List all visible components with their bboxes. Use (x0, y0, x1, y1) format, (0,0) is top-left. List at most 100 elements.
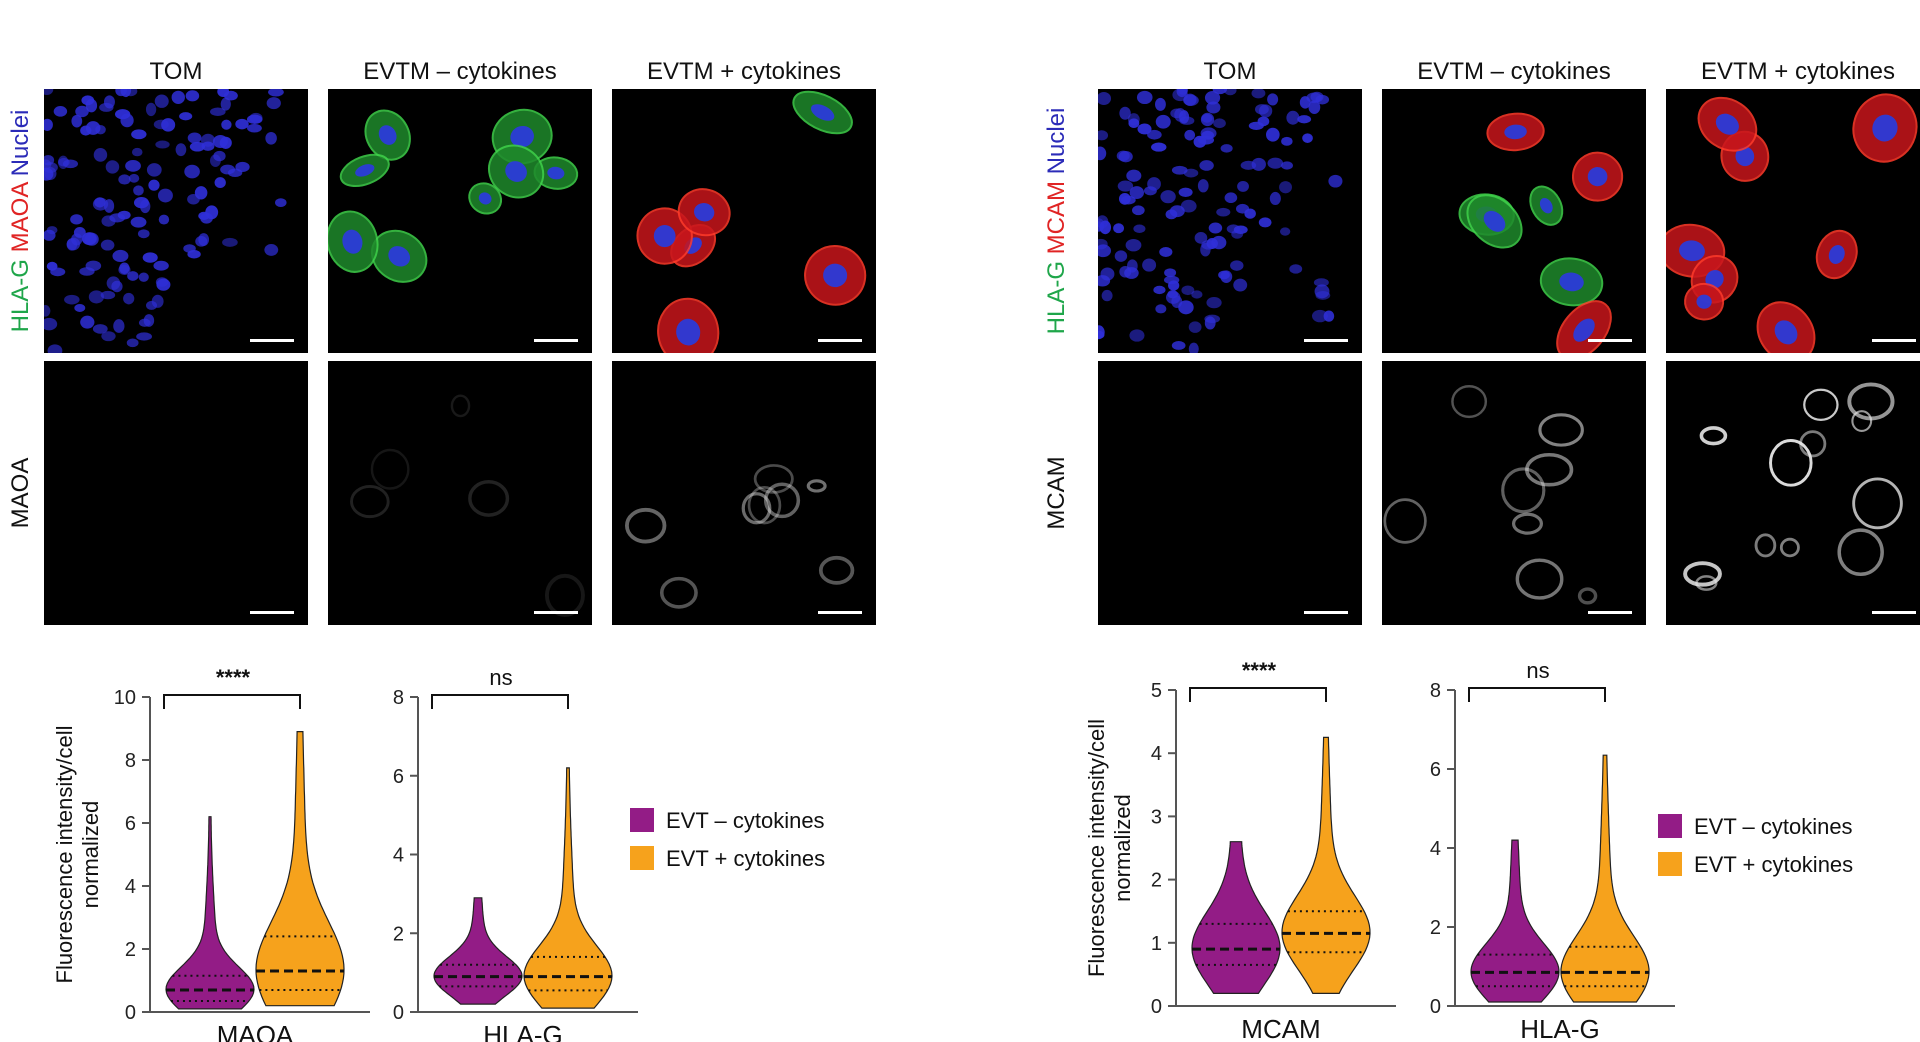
scale-bar (1872, 339, 1916, 342)
merge-row-label-part: MAOA (7, 182, 34, 259)
stained-cell (1577, 587, 1598, 605)
column-label: EVTM + cytokines (1701, 58, 1895, 85)
merge-row-label: HLA-G MAOA Nuclei (7, 110, 34, 333)
stained-cell (806, 479, 827, 493)
x-axis-label: MCAM (1241, 1014, 1320, 1042)
stained-cell (1538, 413, 1584, 447)
y-tick-label: 5 (1151, 680, 1162, 702)
cell (328, 210, 379, 273)
violin-shape (1281, 736, 1371, 994)
y-tick-label: 10 (114, 687, 136, 709)
y-tick-label: 6 (1430, 759, 1441, 781)
significance-label: **** (216, 665, 251, 690)
column-label: EVTM + cytokines (647, 58, 841, 85)
micrograph-background (328, 361, 592, 625)
scale-bar (250, 339, 294, 342)
cell (1556, 300, 1612, 353)
micrograph-background (612, 361, 876, 625)
cell (1852, 93, 1918, 163)
violin-shape (255, 731, 345, 1007)
y-tick-label: 2 (1151, 870, 1162, 892)
column-label: EVTM – cytokines (363, 58, 556, 85)
cell (1697, 96, 1758, 152)
x-axis-label: HLA-G (483, 1020, 562, 1042)
significance-bracket (1189, 687, 1327, 702)
legend-swatch (630, 808, 654, 832)
micrograph-panel: TOM EVTM – cytokines EVTM + cytokines HLA-G… (1043, 58, 1920, 625)
violin-shape (1470, 839, 1560, 1003)
scale-bar (1304, 339, 1348, 342)
legend-swatch (1658, 814, 1682, 838)
cell (1756, 301, 1816, 353)
merge-row-label-part: HLA-G (7, 259, 34, 332)
stained-cell (1501, 467, 1546, 514)
legend-label: EVT + cytokines (1694, 852, 1853, 877)
violin-shape (1191, 841, 1281, 994)
stained-cell (1451, 385, 1488, 419)
y-tick-label: 4 (125, 876, 136, 898)
stained-cell (1799, 430, 1827, 458)
merge-row-label-part: HLA-G (1043, 261, 1070, 334)
y-tick-label: 3 (1151, 806, 1162, 828)
cell (1486, 112, 1545, 152)
y-tick-label: 8 (1430, 680, 1441, 702)
stained-cell (1851, 410, 1873, 432)
merge-row-label: HLA-G MCAM Nuclei (1043, 108, 1070, 335)
legend-label: EVT – cytokines (1694, 814, 1853, 839)
violin-shape (165, 816, 255, 1010)
violin-chart: 0 2 4 6 8 HLA-G ns (1430, 658, 1675, 1042)
significance-bracket (431, 694, 569, 709)
y-axis-title: Fluorescence intensity/cell (1084, 719, 1109, 977)
significance-label: **** (1242, 658, 1277, 683)
stained-cell (1515, 558, 1564, 600)
cell (1539, 257, 1604, 307)
stained-cell (544, 573, 585, 617)
stained-cell (1754, 533, 1777, 558)
stained-cell (818, 555, 855, 585)
legend: EVT – cytokines EVT + cytokines (630, 808, 825, 871)
stained-cell (370, 448, 410, 490)
scale-bar (1304, 611, 1348, 614)
y-tick-label: 8 (125, 750, 136, 772)
significance-bracket (163, 694, 301, 709)
stained-cell (625, 507, 667, 544)
y-tick-label: 4 (1151, 743, 1162, 765)
y-tick-label: 4 (1430, 838, 1441, 860)
merge-row-label-part: Nuclei (7, 110, 34, 183)
cell (533, 156, 579, 190)
legend: EVT – cytokines EVT + cytokines (1658, 814, 1853, 877)
stained-cell (659, 576, 698, 609)
y-tick-label: 2 (393, 923, 404, 945)
significance-bracket (1468, 687, 1606, 702)
violin-chart: 0 1 2 3 4 5 Fluorescence intensity/cell normali… (1084, 658, 1396, 1042)
violin-shape (433, 897, 523, 1005)
column-label: EVTM – cytokines (1417, 58, 1610, 85)
scale-bar (534, 611, 578, 614)
scale-bar (534, 339, 578, 342)
stained-cell (1779, 537, 1800, 558)
scale-bar (818, 339, 862, 342)
micrograph-panel: TOM EVTM – cytokines EVTM + cytokines HLA-G… (7, 58, 876, 625)
stained-cell (450, 394, 471, 418)
stained-cell (1769, 439, 1813, 487)
cell (1529, 185, 1564, 226)
micrograph-background (1666, 361, 1920, 625)
violin-shape (523, 767, 613, 1009)
stained-cell (741, 492, 772, 525)
scale-bar (250, 611, 294, 614)
stained-cell (747, 486, 782, 525)
significance-label: ns (489, 665, 512, 690)
column-label: TOM (150, 58, 203, 85)
legend-swatch (630, 846, 654, 870)
cell (1466, 194, 1523, 249)
x-axis-label: MAOA (217, 1020, 294, 1042)
stained-cell (1699, 426, 1728, 446)
cell (677, 188, 731, 237)
cell (636, 207, 693, 265)
column-label: TOM (1204, 58, 1257, 85)
cell (657, 297, 720, 353)
y-tick-label: 1 (1151, 933, 1162, 955)
scale-bar (818, 611, 862, 614)
y-tick-label: 0 (1430, 996, 1441, 1018)
cell (339, 153, 390, 187)
